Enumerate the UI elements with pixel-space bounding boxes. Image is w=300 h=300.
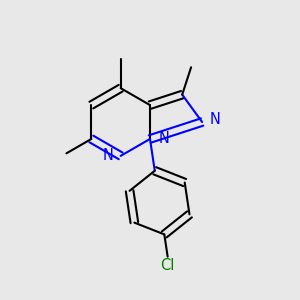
Text: N: N [209, 112, 220, 127]
Text: Cl: Cl [160, 258, 175, 273]
Text: N: N [102, 148, 113, 164]
Text: N: N [158, 131, 169, 146]
